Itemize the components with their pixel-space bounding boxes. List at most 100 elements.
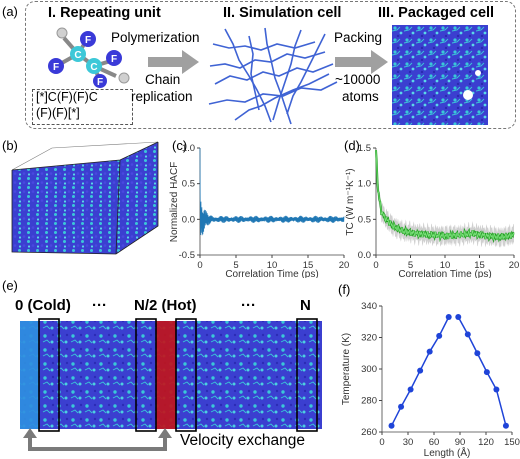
polymerization-arrow <box>148 50 199 74</box>
chart-f-ytick-label: 340 <box>361 301 377 312</box>
packing-label: Packing <box>334 30 383 45</box>
packing-arrow <box>335 50 388 74</box>
chart-d-uncertainty-band <box>376 148 514 248</box>
panel-a-label: (a) <box>2 4 18 19</box>
chart-f-point <box>502 422 509 429</box>
step3-title: III. Packaged cell <box>378 5 495 21</box>
chart-c-ytick-label: 1.0 <box>182 143 195 154</box>
chart-f-point <box>493 386 500 393</box>
chart-c-xtick-label: 15 <box>303 260 314 271</box>
hydrogen-atom-1 <box>56 27 68 39</box>
chart-c-series-line <box>199 147 345 236</box>
chart-d-series-line-inner <box>375 150 515 241</box>
chart-f-ylabel: Temperature (K) <box>341 333 352 405</box>
chart-c-ytick-label: 0.0 <box>182 214 195 225</box>
chart-f-ytick-label: 300 <box>361 364 377 375</box>
fluorine-atom-2-label: F <box>53 62 59 73</box>
hydrogen-atom-2 <box>118 72 130 84</box>
chart-c-hacf: 0 5 10 15 20 -0.5 0.0 0.5 1.0 Correlation Time (… <box>169 143 350 278</box>
chart-f-point <box>474 350 481 357</box>
chart-d-xtick-label: 0 <box>373 260 378 271</box>
chart-f-point <box>483 369 490 376</box>
chart-d-ylabel: TC (W m⁻¹K⁻¹) <box>345 168 356 235</box>
chart-f-ytick-label: 320 <box>361 333 377 344</box>
chart-f-xtick-label: 30 <box>403 437 414 448</box>
carbon-atom-2-label: C <box>90 62 97 73</box>
fluorine-atom-2 <box>48 58 64 74</box>
chart-d-tc: 0 5 10 15 20 0.0 0.5 1.0 1.5 Correlation Time (p… <box>345 143 520 278</box>
chart-f-xtick-label: 0 <box>379 437 384 448</box>
fluorine-atom-1-label: F <box>85 35 91 46</box>
polymerization-label: Polymerization <box>111 30 200 45</box>
chart-d-ytick-label: 1.0 <box>358 179 371 190</box>
carbon-atom-2 <box>86 58 102 74</box>
dots-left: ··· <box>92 297 107 314</box>
chart-f-point <box>417 367 424 374</box>
step2-title: II. Simulation cell <box>223 5 342 21</box>
hot-label: N/2 (Hot) <box>134 297 197 314</box>
chart-c-xtick-label: 5 <box>233 260 238 271</box>
smiles-line2: (F)(F)[*] <box>36 106 80 120</box>
slab-box-1 <box>38 318 60 432</box>
packaged-cell-texture <box>392 25 488 125</box>
cold-label: 0 (Cold) <box>15 297 71 314</box>
chart-f-xlabel: Length (Å) <box>424 446 471 459</box>
velocity-exchange-label: Velocity exchange <box>180 432 305 449</box>
dots-right: ··· <box>241 297 256 314</box>
simulation-cell-chains <box>208 27 338 125</box>
chart-f-xtick-label: 120 <box>478 437 494 448</box>
heat-flux-slab <box>20 318 322 451</box>
chart-f-axes <box>381 306 512 433</box>
chart-d-xtick-label: 5 <box>408 260 413 271</box>
chart-c-ytick-label: 0.5 <box>182 179 195 190</box>
panel-b-label: (b) <box>2 138 18 153</box>
panel-c-label: (c) <box>172 138 188 153</box>
panel-e-label: (e) <box>2 278 18 293</box>
chart-d-series-line <box>375 150 515 244</box>
chart-f-xtick-label: 90 <box>455 437 466 448</box>
chart-c-ytick-label: -0.5 <box>179 250 195 261</box>
chart-f-xtick-label: 150 <box>504 437 520 448</box>
chart-f-xtick-label: 60 <box>429 437 440 448</box>
chart-f-ytick-label: 260 <box>361 427 377 438</box>
repeating-unit-molecule: C C F F F F <box>48 27 130 88</box>
fluorine-atom-4 <box>93 74 107 88</box>
chart-c-ylabel: Normalized HACF <box>169 162 180 243</box>
atoms-count-label: ~10000 <box>335 72 381 87</box>
fluorine-atom-3-label: F <box>111 54 117 65</box>
chart-f-point <box>464 331 471 338</box>
chart-c-xtick-label: 0 <box>197 260 202 271</box>
fluorine-atom-4-label: F <box>97 77 103 88</box>
chart-c-xlabel: Correlation Time (ps) <box>225 269 318 278</box>
velocity-exchange-arrow <box>28 435 167 451</box>
chart-f-ytick-label: 280 <box>361 396 377 407</box>
chart-f-point <box>388 422 395 429</box>
chart-d-xtick-label: 10 <box>440 260 451 271</box>
chart-d-ytick-label: 0.5 <box>358 214 371 225</box>
replication-label: replication <box>131 89 193 104</box>
slab-box-3 <box>175 318 197 432</box>
cold-reservoir <box>20 321 39 429</box>
slab-box-2 <box>135 318 157 432</box>
panel-f-label: (f) <box>338 282 351 297</box>
carbon-atom-1-label: C <box>74 50 81 61</box>
chart-c-axes <box>199 148 344 256</box>
chart-f-point <box>398 403 405 410</box>
chart-d-xtick-label: 15 <box>474 260 485 271</box>
panel-d-label: (d) <box>344 138 360 153</box>
smiles-line1: [*]C(F)(F)C <box>36 90 98 104</box>
carbon-atom-1 <box>70 46 86 62</box>
smiles-box <box>32 89 133 125</box>
chart-d-xtick-label: 20 <box>509 260 520 271</box>
chart-d-xlabel: Correlation Time (ps) <box>398 269 491 278</box>
slab-box-4 <box>296 318 318 432</box>
atoms-label: atoms <box>342 89 379 104</box>
fluorine-atom-1 <box>80 31 96 47</box>
hot-reservoir <box>156 321 176 429</box>
chart-f-point <box>436 332 443 339</box>
chart-f-point <box>445 314 452 321</box>
chart-c-xtick-label: 20 <box>339 260 350 271</box>
n-label: N <box>300 297 311 314</box>
chart-d-ytick-label: 0.0 <box>358 250 371 261</box>
chart-f-point <box>407 386 414 393</box>
